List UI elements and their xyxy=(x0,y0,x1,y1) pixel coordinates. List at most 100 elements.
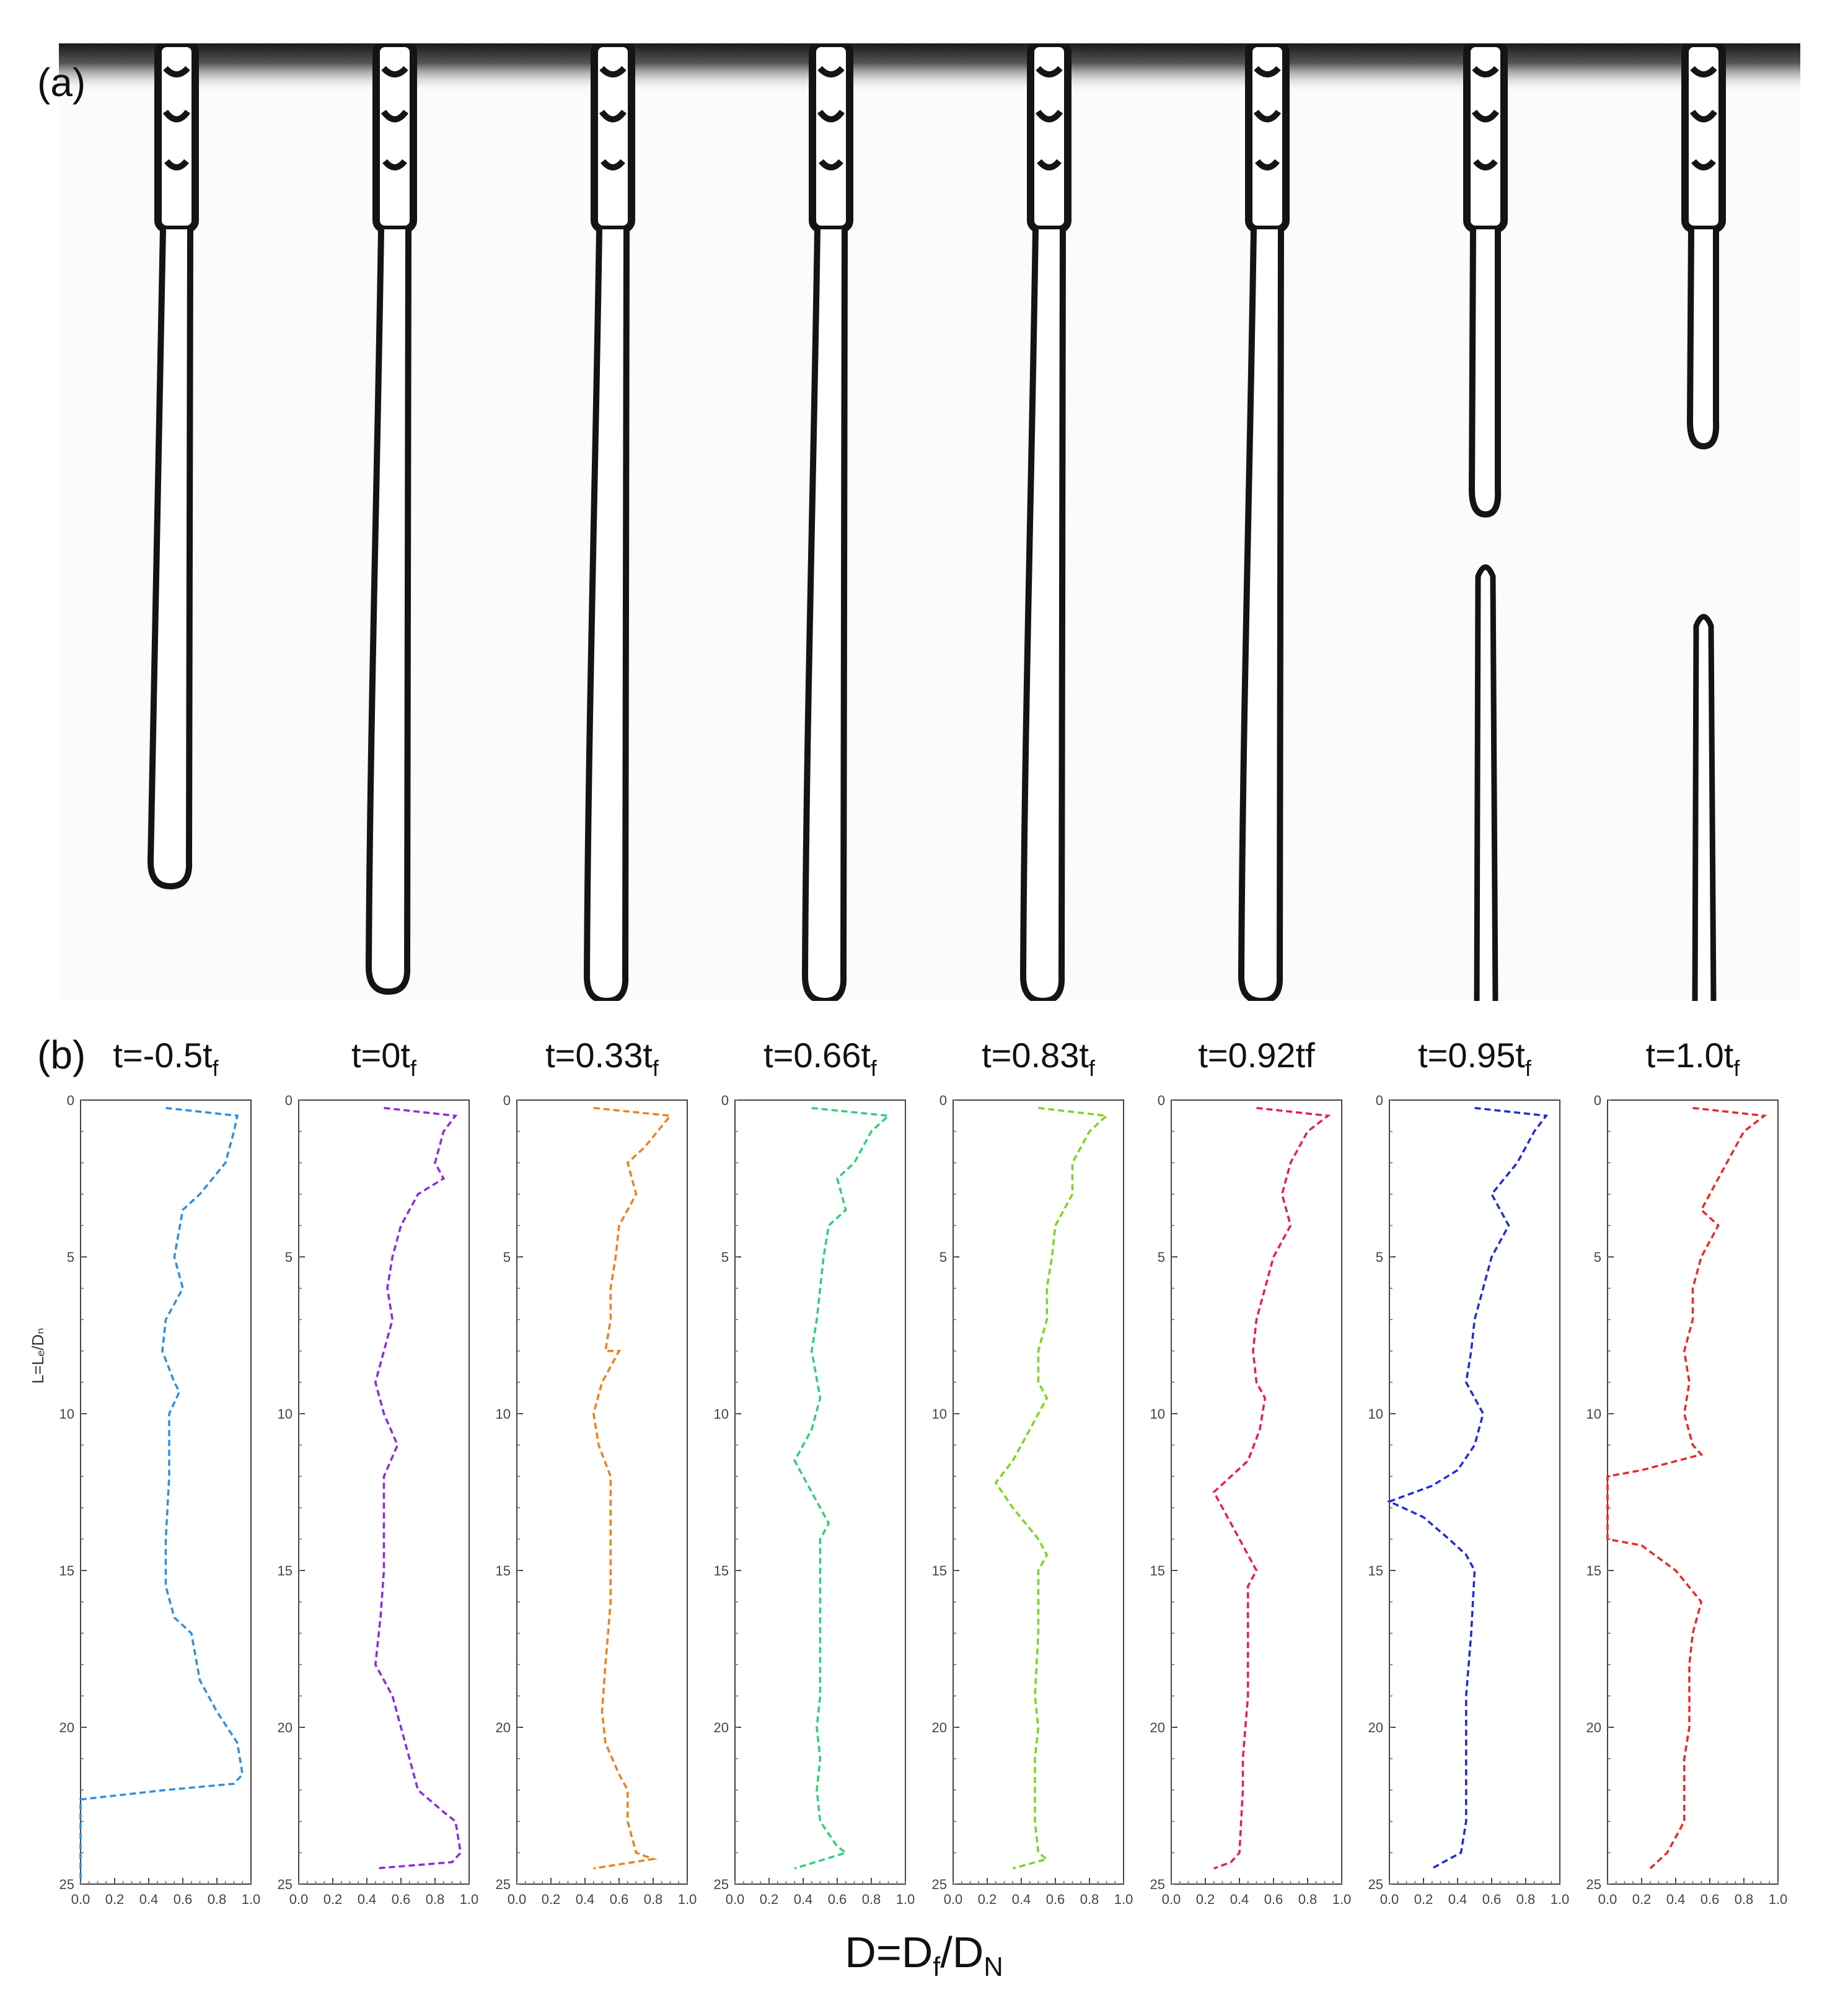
x-tick-label: 0.6 xyxy=(1264,1892,1283,1907)
diameter-profile-line xyxy=(994,1106,1109,1870)
x-tick-label: 0.8 xyxy=(862,1892,881,1907)
plot-frame xyxy=(298,1099,470,1885)
profile-chart: t=0.92tf 0.0 0.2 0.4 0.6 0.8 1.0 0 5 10 15 20 25 xyxy=(1150,1036,1352,1907)
chart-title-sub: f xyxy=(653,1055,659,1081)
liquid-filament xyxy=(365,229,411,995)
x-tick-label: 1.0 xyxy=(678,1892,697,1907)
chart-title-main: t=0t xyxy=(351,1036,410,1075)
x-tick-label: 1.0 xyxy=(242,1892,261,1907)
top-shadow-band xyxy=(59,43,1800,93)
x-tick-label: 0.8 xyxy=(426,1892,445,1907)
y-tick-label: 5 xyxy=(285,1249,293,1265)
y-tick-label: 15 xyxy=(932,1563,947,1579)
chart-title-main: t=0.95t xyxy=(1418,1036,1525,1075)
x-tick-label: 0.0 xyxy=(71,1892,90,1907)
x-tick-label: 0.8 xyxy=(1735,1892,1754,1907)
y-tick-label: 0 xyxy=(721,1093,729,1108)
chart-title-main: t=-0.5t xyxy=(113,1036,213,1075)
x-tick-label: 0.2 xyxy=(542,1892,561,1907)
y-tick-label: 10 xyxy=(496,1406,511,1422)
y-tick-label: 20 xyxy=(1586,1720,1601,1735)
profile-chart: t=0tf 0.0 0.2 0.4 0.6 0.8 1.0 0 5 10 15 20 25 xyxy=(278,1036,479,1907)
diameter-profile-line xyxy=(1386,1106,1549,1870)
y-tick-label: 0 xyxy=(67,1093,74,1108)
x-tick-label: 0.0 xyxy=(1380,1892,1399,1907)
y-tick-label: 0 xyxy=(1376,1093,1383,1108)
x-tick-label: 0.8 xyxy=(1516,1892,1536,1907)
x-tick-label: 0.8 xyxy=(208,1892,227,1907)
nozzle-texture xyxy=(162,66,191,170)
x-tick-label: 0.6 xyxy=(610,1892,629,1907)
lower-filament xyxy=(1474,564,1498,1002)
x-tick-label: 0.0 xyxy=(289,1892,309,1907)
liquid-filament xyxy=(147,229,193,890)
x-tick-label: 1.0 xyxy=(1332,1892,1352,1907)
diameter-profile-line xyxy=(1606,1106,1767,1869)
panel-a-label: (a) xyxy=(37,60,86,105)
chart-title-sub: f xyxy=(1089,1055,1096,1081)
y-tick-label: 15 xyxy=(496,1563,511,1579)
nozzle-texture xyxy=(817,66,845,170)
y-tick-label: 0 xyxy=(503,1093,511,1108)
chart-title: t=-0.5tf xyxy=(113,1036,219,1081)
y-tick-label: 10 xyxy=(1150,1406,1165,1422)
y-tick-label: 15 xyxy=(59,1563,74,1579)
x-tick-label: 0.2 xyxy=(105,1892,125,1907)
chart-title: t=1.0tf xyxy=(1646,1036,1741,1081)
chart-title: t=0.95tf xyxy=(1418,1036,1532,1081)
y-tick-label: 15 xyxy=(1586,1563,1601,1579)
x-tick-label: 0.4 xyxy=(139,1892,159,1907)
chart-title-sub: f xyxy=(1525,1055,1532,1081)
y-axis-label: L=Lₑ/Dₙ xyxy=(29,1328,47,1383)
y-tick-label: 20 xyxy=(496,1720,511,1735)
panel-a-photo xyxy=(59,40,1800,1005)
y-tick-label: 0 xyxy=(939,1093,947,1108)
y-tick-label: 0 xyxy=(285,1093,293,1108)
y-tick-label: 5 xyxy=(1594,1249,1601,1265)
x-tick-label: 0.0 xyxy=(1162,1892,1181,1907)
panel-b-label: (b) xyxy=(37,1033,86,1077)
plot-frame xyxy=(1389,1099,1560,1885)
plot-frame xyxy=(953,1099,1124,1885)
x-tick-label: 0.4 xyxy=(358,1892,377,1907)
profile-chart: t=0.83tf 0.0 0.2 0.4 0.6 0.8 1.0 0 5 10 15 20 25 xyxy=(932,1036,1133,1907)
x-tick-label: 1.0 xyxy=(460,1892,479,1907)
plot-frame xyxy=(1171,1099,1342,1885)
x-tick-label: 1.0 xyxy=(1769,1892,1788,1907)
x-tick-label: 0.0 xyxy=(508,1892,527,1907)
chart-title: t=0.66tf xyxy=(763,1036,878,1081)
x-tick-label: 0.2 xyxy=(1632,1892,1652,1907)
x-tick-label: 0.2 xyxy=(1414,1892,1433,1907)
x-tick-label: 0.8 xyxy=(1080,1892,1099,1907)
chart-title: t=0tf xyxy=(351,1036,417,1081)
y-tick-label: 5 xyxy=(67,1249,74,1265)
x-tick-label: 0.6 xyxy=(174,1892,193,1907)
diameter-profile-line xyxy=(592,1106,672,1870)
nozzle-texture xyxy=(599,66,627,170)
y-tick-label: 0 xyxy=(1158,1093,1165,1108)
x-tick-label: 0.0 xyxy=(1598,1892,1617,1907)
chart-title-sub: f xyxy=(213,1055,219,1081)
jet-frame xyxy=(1019,40,1071,1005)
x-tick-label: 0.0 xyxy=(944,1892,963,1907)
chart-title-main: t=0.83t xyxy=(982,1036,1089,1075)
jet-frame xyxy=(1463,40,1508,1002)
nozzle-texture xyxy=(1035,66,1063,170)
y-tick-label: 20 xyxy=(932,1720,947,1735)
x-tick-label: 1.0 xyxy=(1551,1892,1570,1907)
x-tick-label: 0.4 xyxy=(576,1892,595,1907)
chart-title: t=0.83tf xyxy=(982,1036,1096,1081)
profile-chart: t=1.0tf 0.0 0.2 0.4 0.6 0.8 1.0 0 5 10 15 20 25 xyxy=(1586,1036,1788,1907)
x-tick-label: 0.8 xyxy=(644,1892,663,1907)
x-tick-label: 1.0 xyxy=(896,1892,915,1907)
y-tick-label: 20 xyxy=(1368,1720,1383,1735)
y-tick-label: 10 xyxy=(1586,1406,1601,1422)
y-tick-label: 20 xyxy=(59,1720,74,1735)
y-tick-label: 25 xyxy=(1368,1877,1383,1892)
y-tick-label: 5 xyxy=(1158,1249,1165,1265)
y-tick-label: 15 xyxy=(1368,1563,1383,1579)
y-tick-label: 20 xyxy=(278,1720,293,1735)
x-tick-label: 0.4 xyxy=(1012,1892,1031,1907)
x-tick-label: 0.6 xyxy=(392,1892,411,1907)
